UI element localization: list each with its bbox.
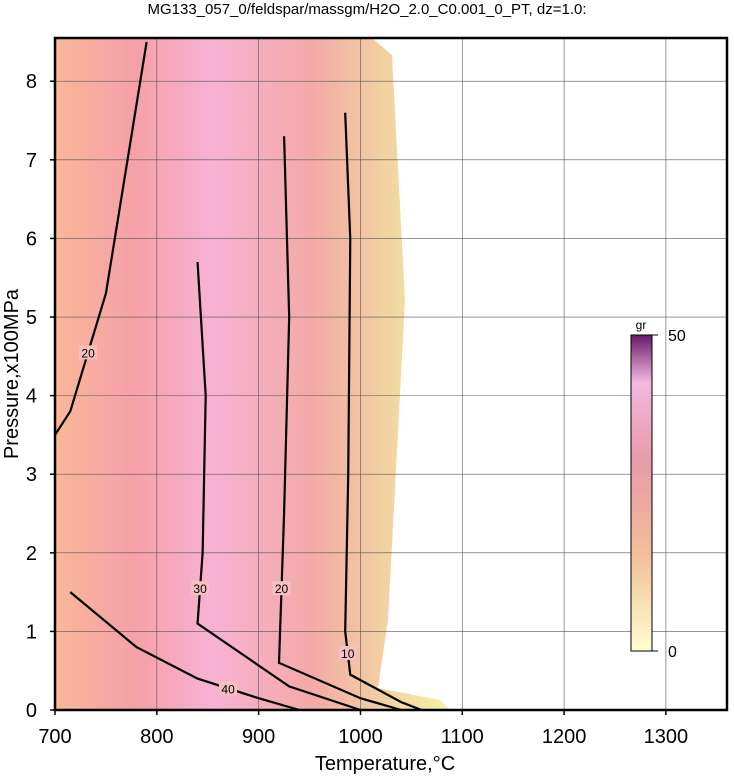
contour-label: 20: [275, 582, 289, 596]
colorbar-label: gr: [636, 318, 647, 332]
contour-label-bg: [191, 581, 210, 596]
contour-line: [69, 591, 300, 712]
plot-frame: [53, 36, 729, 712]
x-tick-label: 1300: [644, 726, 689, 748]
contour-label-bg: [272, 581, 291, 596]
contour-label-bg: [79, 345, 98, 360]
contour-label: 40: [221, 682, 235, 696]
y-tick-label: 8: [26, 71, 37, 93]
y-tick-label: 2: [26, 543, 37, 565]
contour-label: 30: [193, 582, 207, 596]
colorbar-tick-label: 50: [668, 328, 686, 345]
y-axis-label: Pressure,x100MPa: [1, 288, 23, 459]
contour-label: 20: [81, 346, 95, 360]
colorbar: [630, 334, 653, 652]
y-tick-label: 3: [26, 464, 37, 486]
y-tick-label: 1: [26, 621, 37, 643]
y-tick-label: 6: [26, 228, 37, 250]
filled-field: [55, 38, 450, 710]
y-tick-label: 7: [26, 150, 37, 172]
grid: [54, 38, 727, 711]
x-tick-label: 1100: [441, 726, 484, 748]
contour-label-bg: [338, 646, 357, 661]
contours: 10 20 30 40 20: [54, 41, 422, 712]
x-tick-label: 700: [38, 726, 71, 748]
contour-label-bg: [219, 681, 238, 696]
contour-label: 10: [341, 647, 355, 661]
x-tick-label: 900: [242, 726, 275, 748]
x-tick-label: 1000: [338, 726, 383, 748]
contour-line: [344, 112, 422, 712]
x-tick-label: 1200: [542, 726, 587, 748]
y-tick-label: 5: [26, 307, 37, 329]
x-tick-label: 800: [140, 726, 173, 748]
y-tick-label: 0: [26, 700, 37, 722]
colorbar-tick-label: 0: [668, 644, 677, 661]
y-tick-label: 4: [26, 386, 37, 408]
chart-title: MG133_057_0/feldspar/massgm/H2O_2.0_C0.0…: [147, 1, 586, 18]
colorbar-ticks: 0 50: [652, 328, 686, 661]
x-axis-label: Temperature,°C: [315, 753, 455, 775]
